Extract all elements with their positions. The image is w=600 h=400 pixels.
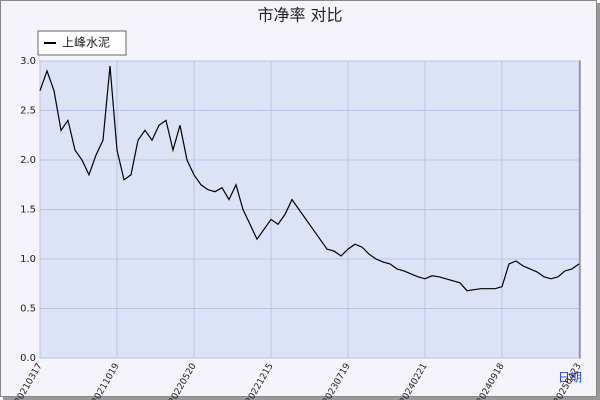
y-tick-label: 2.0 bbox=[20, 155, 36, 166]
y-tick-label: 0.0 bbox=[20, 353, 36, 364]
shadow bbox=[597, 3, 600, 400]
chart-title: 市净率 对比 bbox=[257, 6, 342, 25]
y-tick-label: 3.0 bbox=[20, 56, 36, 67]
legend-label: 上峰水泥 bbox=[62, 36, 110, 50]
y-tick-label: 2.5 bbox=[20, 106, 36, 117]
grid bbox=[39, 60, 580, 359]
plot bbox=[39, 65, 580, 292]
shadow bbox=[3, 397, 600, 400]
y-tick-label: 0.5 bbox=[20, 304, 36, 315]
y-tick-label: 1.5 bbox=[20, 205, 36, 216]
x-axis-label: 日期 bbox=[558, 371, 582, 385]
data-line bbox=[39, 65, 580, 292]
y-tick-label: 1.0 bbox=[20, 254, 36, 265]
